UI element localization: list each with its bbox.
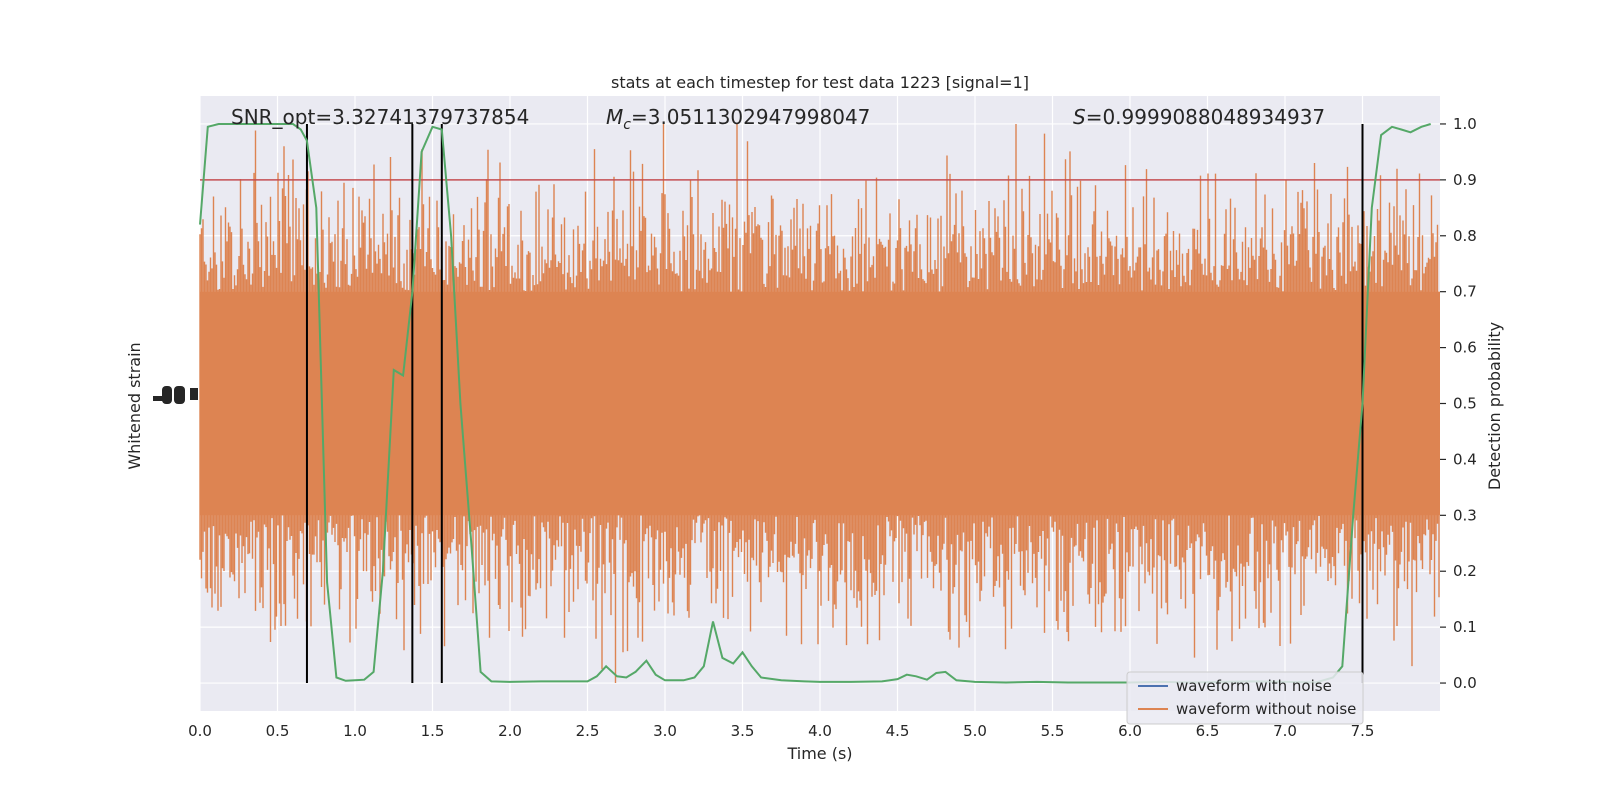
- x-axis-ticks: 0.0 0.5 1.0 1.5 2.0 2.5 3.0 3.5 4.0 4.5 5.0 5.5 6.0 6…: [188, 722, 1374, 740]
- y-tick-label: 0.4: [1453, 450, 1477, 468]
- x-tick-label: 6.0: [1118, 722, 1142, 740]
- y-tick-label: 0.9: [1453, 171, 1477, 189]
- x-tick-label: 4.0: [808, 722, 832, 740]
- y-axis-right-ticks: 0.0 0.1 0.2 0.3 0.4 0.5 0.6 0.7 0.8 0.9 1.0: [1440, 115, 1477, 692]
- x-tick-label: 1.0: [343, 722, 367, 740]
- chirp-mass-subscript: c: [623, 117, 631, 133]
- waveform-without-noise-series: [199, 124, 1440, 683]
- chirp-mass-annotation: Mc=3.0511302947998047: [606, 105, 870, 133]
- y-tick-label: 0.6: [1453, 339, 1477, 357]
- y-tick-label: 0.2: [1453, 562, 1477, 580]
- s-annotation: S=0.9999088048934937: [1073, 105, 1325, 129]
- x-tick-label: 3.5: [731, 722, 755, 740]
- x-tick-label: 5.0: [963, 722, 987, 740]
- x-tick-label: 0.5: [266, 722, 290, 740]
- x-tick-label: 7.0: [1273, 722, 1297, 740]
- x-tick-label: 5.5: [1041, 722, 1065, 740]
- x-tick-label: 1.5: [421, 722, 445, 740]
- x-tick-label: 2.0: [498, 722, 522, 740]
- x-tick-label: 6.5: [1196, 722, 1220, 740]
- y-tick-label: 0.0: [1453, 674, 1477, 692]
- legend-box: [1126, 671, 1364, 725]
- s-value: =0.9999088048934937: [1086, 105, 1325, 129]
- chirp-mass-value: =3.0511302947998047: [631, 105, 870, 129]
- y-tick-label: 0.1: [1453, 618, 1477, 636]
- chirp-mass-symbol: M: [606, 105, 623, 129]
- legend-label-with-noise: waveform with noise: [1176, 677, 1332, 695]
- x-axis-label: Time (s): [786, 744, 852, 763]
- waveform-without-noise-trace: [199, 124, 1440, 683]
- y-axis-left-label: Whitened strain: [125, 342, 144, 469]
- y-tick-label: 1.0: [1453, 115, 1477, 133]
- y-tick-label: 0.7: [1453, 283, 1477, 301]
- x-tick-label: 2.5: [576, 722, 600, 740]
- y-tick-label: 0.5: [1453, 395, 1477, 413]
- marker-lines: [305, 123, 1364, 684]
- y-tick-label: 0.8: [1453, 227, 1477, 245]
- x-tick-label: 4.5: [886, 722, 910, 740]
- x-tick-label: 0.0: [188, 722, 212, 740]
- snr-annotation: SNR_opt=3.32741379737854: [231, 105, 529, 129]
- chart-title: stats at each timestep for test data 122…: [611, 73, 1029, 92]
- x-tick-label: 7.5: [1351, 722, 1375, 740]
- y-axis-right-label: Detection probability: [1485, 322, 1504, 490]
- x-tick-label: 3.0: [653, 722, 677, 740]
- legend-label-without-noise: waveform without noise: [1176, 700, 1356, 718]
- y-tick-label: 0.3: [1453, 506, 1477, 524]
- s-symbol: S: [1073, 105, 1086, 129]
- legend: waveform with noise waveform without noi…: [1126, 671, 1364, 725]
- left-axis-tick-glyphs: [153, 386, 198, 404]
